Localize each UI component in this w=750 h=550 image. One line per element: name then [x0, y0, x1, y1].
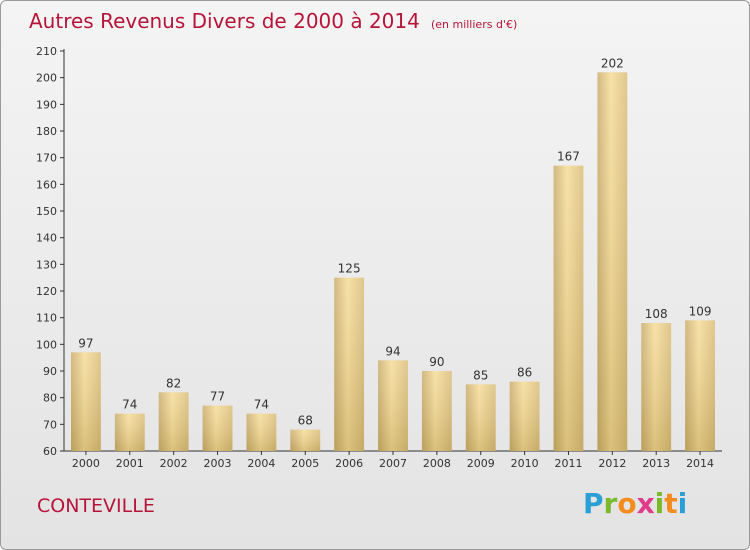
value-label-2010: 86	[517, 366, 532, 380]
logo-letter: i	[654, 487, 665, 520]
value-label-2012: 202	[601, 56, 624, 70]
x-tick-label: 2005	[291, 457, 319, 470]
y-tick-label: 210	[36, 45, 57, 58]
x-tick-label: 2000	[72, 457, 100, 470]
y-tick-label: 100	[36, 338, 57, 351]
y-tick-label: 150	[36, 205, 57, 218]
bar-shade-2012	[597, 72, 628, 451]
chart-axes: 60 70 80 90 100 110 120 130 140 150 160 170 180 190 20…	[36, 45, 722, 470]
x-tick-label: 2014	[686, 457, 714, 470]
x-tick-label: 2008	[423, 457, 451, 470]
x-tick-label: 2013	[642, 457, 670, 470]
x-tick-label: 2006	[335, 457, 363, 470]
proxiti-logo: Proxiti	[583, 487, 687, 520]
logo-letter: x	[636, 487, 655, 520]
y-tick-label: 90	[43, 365, 57, 378]
y-tick-label: 110	[36, 312, 57, 325]
value-label-2004: 74	[254, 398, 269, 412]
bar-shade-2004	[246, 413, 277, 451]
value-label-2003: 77	[210, 390, 225, 404]
y-tick-label: 200	[36, 72, 57, 85]
chart-value-labels: 97 74 82 77 74 68 125 94 90 85 86 167 202 108 109	[78, 56, 711, 427]
value-label-2000: 97	[78, 336, 93, 350]
chart-bars	[71, 72, 715, 451]
x-tick-label: 2010	[511, 457, 539, 470]
y-tick-label: 180	[36, 125, 57, 138]
x-tick-label: 2011	[554, 457, 582, 470]
y-tick-label: 170	[36, 152, 57, 165]
x-tick-label: 2004	[247, 457, 275, 470]
y-tick-label: 80	[43, 392, 57, 405]
commune-name: CONTEVILLE	[37, 495, 155, 517]
chart-title-block: Autres Revenus Divers de 2000 à 2014 (en…	[29, 9, 517, 33]
value-label-2008: 90	[429, 355, 444, 369]
y-tick-label: 60	[43, 445, 57, 458]
bar-shade-2008	[421, 371, 452, 451]
bar-shade-2002	[158, 392, 189, 451]
bar-shade-2010	[509, 381, 540, 451]
logo-letter: i	[677, 487, 688, 520]
value-label-2001: 74	[122, 398, 137, 412]
y-tick-label: 160	[36, 178, 57, 191]
bar-shade-2003	[202, 405, 233, 451]
bar-shade-2009	[465, 384, 496, 451]
y-tick-label: 130	[36, 258, 57, 271]
logo-letter: r	[603, 487, 618, 520]
logo-letter: P	[583, 487, 604, 520]
chart-subtitle: (en milliers d'€)	[430, 18, 518, 31]
y-tick-label: 190	[36, 98, 57, 111]
bar-shade-2013	[641, 323, 672, 451]
logo-letter: t	[664, 487, 678, 520]
value-label-2002: 82	[166, 376, 181, 390]
y-tick-label: 120	[36, 285, 57, 298]
value-label-2013: 108	[645, 307, 668, 321]
chart-title: Autres Revenus Divers de 2000 à 2014	[29, 9, 420, 33]
value-label-2006: 125	[338, 262, 361, 276]
x-tick-label: 2001	[116, 457, 144, 470]
value-label-2011: 167	[557, 150, 580, 164]
x-tick-label: 2003	[204, 457, 232, 470]
y-tick-label: 70	[43, 418, 57, 431]
bar-shade-2007	[378, 360, 408, 451]
x-tick-label: 2002	[160, 457, 188, 470]
bar-shade-2006	[334, 277, 365, 451]
logo-letter: o	[617, 487, 637, 520]
bar-shade-2014	[685, 320, 715, 451]
x-tick-label: 2009	[467, 457, 495, 470]
y-tick-label: 140	[36, 232, 57, 245]
value-label-2005: 68	[298, 414, 313, 428]
bar-shade-2005	[290, 429, 321, 451]
value-label-2007: 94	[385, 344, 400, 358]
value-label-2009: 85	[473, 368, 488, 382]
bar-shade-2001	[114, 413, 145, 451]
bar-shade-2000	[71, 352, 101, 451]
value-label-2014: 109	[689, 304, 712, 318]
bar-shade-2011	[553, 165, 584, 451]
x-tick-label: 2012	[598, 457, 626, 470]
x-tick-label: 2007	[379, 457, 407, 470]
